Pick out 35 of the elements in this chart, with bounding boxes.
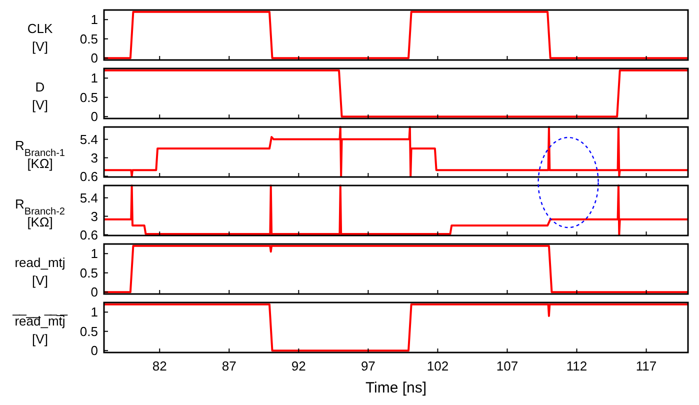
y-tick-label: 5.4 — [80, 190, 98, 206]
y-tick-label: 0.5 — [80, 324, 98, 339]
x-tick-label: 92 — [291, 358, 306, 374]
y-axis-title: r̅e̅a̅d̅_̅m̅t̅j̅ [V] — [12, 314, 68, 346]
x-tick-label: 82 — [152, 358, 167, 374]
y-axis-title: R$_{Branch-2}$ [KΩ] — [15, 196, 66, 230]
y-tick-label: 0.5 — [80, 31, 98, 46]
x-tick-label: 102 — [426, 358, 449, 374]
y-tick-label: 3 — [90, 208, 98, 224]
x-tick-label: 107 — [496, 358, 518, 374]
line-series — [104, 126, 688, 178]
y-axis-title: R$_{Branch-1}$ [KΩ] — [15, 138, 66, 171]
y-axis-title: D [V] — [32, 80, 48, 112]
x-tick-label: 87 — [222, 358, 236, 374]
y-tick-label: 1 — [90, 246, 98, 262]
x-tick-label: 97 — [360, 358, 376, 374]
y-tick-label: 3 — [90, 150, 98, 166]
x-axis-title: Time [ns] — [365, 380, 427, 396]
line-series — [104, 184, 688, 236]
x-tick-label: 117 — [636, 358, 657, 374]
y-tick-label: 5.4 — [80, 132, 98, 147]
y-tick-label: 1 — [90, 304, 98, 320]
y-tick-label: 0 — [90, 284, 98, 300]
y-tick-label: 1 — [90, 12, 98, 28]
y-tick-label: 0.6 — [80, 168, 98, 184]
y-tick-label: 0 — [90, 50, 98, 66]
y-tick-label: 0 — [90, 109, 98, 124]
x-tick-label: 112 — [566, 358, 588, 374]
y-axis-title: CLK [V] — [27, 21, 53, 54]
y-tick-label: 0.5 — [80, 90, 98, 105]
y-tick-label: 0 — [90, 343, 98, 358]
y-tick-label: 0.6 — [80, 227, 98, 242]
y-tick-label: 1 — [90, 70, 98, 86]
y-axis-title: read_mtj [V] — [14, 255, 66, 288]
y-tick-label: 0.5 — [80, 265, 98, 280]
